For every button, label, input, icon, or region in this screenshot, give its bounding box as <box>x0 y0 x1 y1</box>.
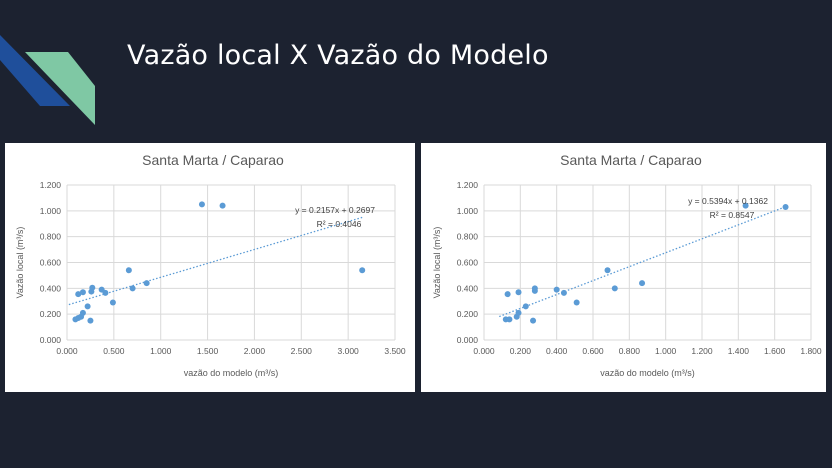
chart-0-point <box>125 267 132 274</box>
chart-0-xtick-label: 2.500 <box>291 346 313 356</box>
chart-0-ytick-label: 0.200 <box>40 309 62 319</box>
chart-0-point <box>75 291 82 298</box>
chart-1-point <box>560 289 567 296</box>
chart-0-point <box>109 299 116 306</box>
chart-1-xtick-label: 0.000 <box>473 346 495 356</box>
chart-1-point <box>531 285 538 292</box>
chart-1-ytick-label: 1.200 <box>457 180 479 190</box>
chart-0-ytick-label: 0.400 <box>40 283 62 293</box>
chart-0-trend-r2: R² = 0.4046 <box>317 219 362 229</box>
chart-0-xtick-label: 3.000 <box>338 346 360 356</box>
chart-1-ytick-label: 0.000 <box>457 335 479 345</box>
chart-0-point <box>359 267 366 274</box>
chart-1-xtick-label: 0.800 <box>619 346 641 356</box>
chart-1-ytick-label: 0.600 <box>457 258 479 268</box>
chart-0-ytick-label: 0.600 <box>40 258 62 268</box>
chart-0-xtick-label: 0.000 <box>56 346 78 356</box>
chart-0-xtick-label: 3.500 <box>384 346 406 356</box>
chart-0-point <box>219 202 226 209</box>
chart-panel-left: Santa Marta / Caparao 0.000 0.200 0.400 0.60… <box>5 143 415 392</box>
chart-1-title: Santa Marta / Caparao <box>560 152 702 168</box>
chart-0-ytick-label: 1.200 <box>40 180 62 190</box>
chart-0-trendline <box>68 216 363 306</box>
chart-1-point <box>604 267 611 274</box>
chart-0-point <box>129 285 136 292</box>
chart-0-point <box>198 201 205 208</box>
chart-1-point <box>506 316 513 323</box>
chart-1-xtick-label: 0.400 <box>546 346 568 356</box>
scatter-chart-left: Santa Marta / Caparao 0.000 0.200 0.400 0.60… <box>15 152 406 378</box>
slide-title: Vazão local X Vazão do Modelo <box>127 40 549 71</box>
chart-0-title: Santa Marta / Caparao <box>142 152 284 168</box>
chart-1-trendline <box>499 206 786 318</box>
chart-1-point <box>782 203 789 210</box>
chart-0-xtick-label: 1.500 <box>197 346 219 356</box>
chart-1-xtick-label: 0.600 <box>582 346 604 356</box>
chart-0-ytick-label: 1.000 <box>40 206 62 216</box>
chart-1-xlabel: vazão do modelo (m³/s) <box>600 368 695 378</box>
deco-blue-stripe <box>0 35 70 106</box>
chart-0-point <box>143 280 150 287</box>
chart-0-trend-equation: y = 0.2157x + 0.2697 <box>295 205 375 215</box>
chart-1-ytick-label: 0.800 <box>457 232 479 242</box>
chart-1-point <box>611 285 618 292</box>
chart-1-point <box>515 309 522 316</box>
chart-1-ytick-label: 1.000 <box>457 206 479 216</box>
chart-1-point <box>504 291 511 298</box>
chart-1-xtick-label: 1.400 <box>728 346 750 356</box>
chart-0-point <box>89 284 96 291</box>
chart-0-xtick-label: 0.500 <box>103 346 125 356</box>
chart-1-point <box>530 317 537 324</box>
chart-0-xtick-label: 1.000 <box>150 346 172 356</box>
decorative-stripes <box>0 35 95 125</box>
chart-1-ytick-label: 0.400 <box>457 283 479 293</box>
chart-0-xtick-label: 2.000 <box>244 346 266 356</box>
chart-1-ylabel: Vazão local (m³/s) <box>432 227 442 299</box>
chart-1-point <box>522 303 529 310</box>
chart-1-point <box>742 202 749 209</box>
chart-1-ytick-label: 0.200 <box>457 309 479 319</box>
scatter-chart-right: Santa Marta / Caparao 0.000 0.200 0.400 0.60… <box>432 152 822 378</box>
chart-1-point <box>639 280 646 287</box>
chart-0-xlabel: vazão do modelo (m³/s) <box>184 368 279 378</box>
chart-0-ytick-label: 0.000 <box>40 335 62 345</box>
chart-1-point <box>573 299 580 306</box>
chart-1-xtick-label: 1.800 <box>800 346 822 356</box>
chart-1-trend-r2: R² = 0.8547 <box>710 210 755 220</box>
chart-0-point <box>102 289 109 296</box>
chart-0-point <box>79 309 86 316</box>
chart-1-point <box>553 286 560 293</box>
chart-0-point <box>87 317 94 324</box>
chart-0-point <box>84 303 91 310</box>
chart-0-ytick-label: 0.800 <box>40 232 62 242</box>
chart-1-point <box>515 289 522 296</box>
chart-1-xtick-label: 0.200 <box>510 346 532 356</box>
chart-1-xtick-label: 1.000 <box>655 346 677 356</box>
chart-1-xtick-label: 1.200 <box>691 346 713 356</box>
chart-panel-right: Santa Marta / Caparao 0.000 0.200 0.400 0.60… <box>421 143 826 392</box>
chart-0-ylabel: Vazão local (m³/s) <box>15 227 25 299</box>
deco-green-stripe <box>25 52 95 125</box>
chart-0-point <box>79 289 86 296</box>
chart-1-trend-equation: y = 0.5394x + 0.1362 <box>688 196 768 206</box>
chart-1-xtick-label: 1.600 <box>764 346 786 356</box>
